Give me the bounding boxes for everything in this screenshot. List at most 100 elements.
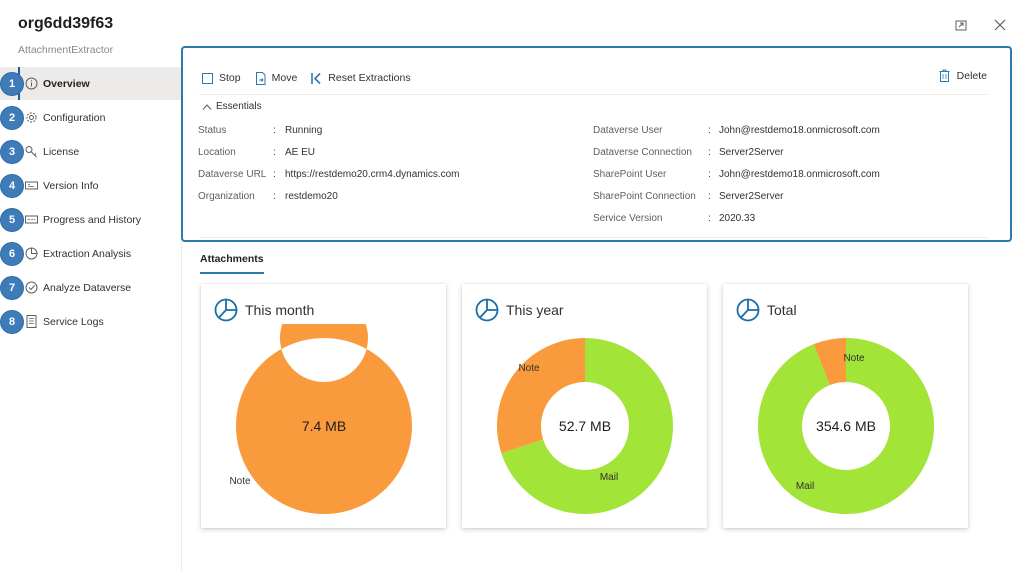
dataverse-url-link[interactable]: https://restdemo20.crm4.dynamics.com bbox=[285, 169, 460, 180]
property-key: Service Version bbox=[593, 213, 663, 224]
sidebar-item-configuration[interactable]: 2 Configuration bbox=[0, 101, 181, 134]
step-badge: 4 bbox=[1, 174, 23, 197]
stop-button[interactable]: Stop bbox=[201, 72, 241, 85]
version-icon bbox=[25, 179, 38, 192]
property-value: AE EU bbox=[285, 147, 316, 158]
page-subtitle: AttachmentExtractor bbox=[18, 44, 114, 56]
step-badge: 1 bbox=[1, 72, 23, 95]
property-value: Server2Server bbox=[719, 191, 784, 202]
property-colon: : bbox=[273, 169, 276, 180]
sidebar-item-label: Configuration bbox=[43, 111, 106, 124]
step-badge: 5 bbox=[1, 208, 23, 231]
gear-icon bbox=[25, 111, 38, 124]
toolbar: Stop Move Reset Extractions bbox=[201, 69, 424, 87]
delete-label: Delete bbox=[956, 69, 987, 82]
property-value: Server2Server bbox=[719, 147, 784, 158]
property-key: Organization bbox=[198, 191, 255, 202]
donut-slice-mail[interactable] bbox=[501, 338, 673, 514]
step-badge: 2 bbox=[1, 106, 23, 129]
chevron-up-icon bbox=[202, 103, 212, 110]
step-badge: 7 bbox=[1, 276, 23, 299]
trash-icon bbox=[939, 69, 950, 82]
essentials-label: Essentials bbox=[216, 101, 262, 112]
page-title: org6dd39f63 bbox=[18, 15, 114, 32]
sidebar-item-label: Version Info bbox=[43, 179, 99, 192]
pie-chart-icon bbox=[25, 247, 38, 260]
close-icon bbox=[994, 19, 1006, 31]
sidebar-item-overview[interactable]: 1 Overview bbox=[0, 67, 181, 100]
property-colon: : bbox=[708, 169, 711, 180]
slice-label: Mail bbox=[600, 472, 618, 483]
info-icon bbox=[25, 77, 38, 90]
slice-label: Note bbox=[518, 363, 540, 374]
sidebar-item-progress-history[interactable]: 5 Progress and History bbox=[0, 203, 181, 236]
donut-chart: Note Mail 52.7 MB bbox=[497, 338, 673, 514]
close-button[interactable] bbox=[992, 17, 1008, 33]
reset-icon bbox=[311, 72, 321, 84]
property-colon: : bbox=[273, 125, 276, 136]
property-key: Dataverse URL bbox=[198, 169, 267, 180]
history-icon bbox=[25, 213, 38, 226]
stop-label: Stop bbox=[219, 72, 241, 84]
donut-slice-note[interactable] bbox=[497, 338, 585, 454]
card-title: This year bbox=[506, 302, 564, 318]
slice-label: Note bbox=[843, 353, 865, 364]
property-value: John@restdemo18.onmicrosoft.com bbox=[719, 125, 880, 136]
sidebar-item-label: Analyze Dataverse bbox=[43, 281, 132, 294]
sidebar-item-license[interactable]: 3 License bbox=[0, 135, 181, 168]
donut-chart: Note 7.4 MB bbox=[229, 324, 412, 514]
move-label: Move bbox=[271, 72, 298, 84]
chart-card-total: Total Note Mail 354.6 MB bbox=[723, 284, 968, 528]
chart-card-this-month: This month Note 7.4 MB bbox=[201, 284, 446, 528]
property-key: SharePoint User bbox=[593, 169, 667, 180]
step-badge: 3 bbox=[1, 140, 23, 163]
toolbar-divider bbox=[199, 94, 988, 95]
property-colon: : bbox=[273, 191, 276, 202]
donut-center-value: 7.4 MB bbox=[302, 418, 346, 434]
restore-icon bbox=[955, 20, 967, 31]
property-value: restdemo20 bbox=[285, 191, 338, 202]
property-colon: : bbox=[708, 147, 711, 158]
stop-icon bbox=[202, 72, 213, 84]
property-value: John@restdemo18.onmicrosoft.com bbox=[719, 169, 880, 180]
donut-slice-note[interactable] bbox=[813, 338, 846, 386]
step-badge: 8 bbox=[1, 310, 23, 333]
restore-window-button[interactable] bbox=[953, 17, 969, 33]
donut-center-value: 354.6 MB bbox=[816, 418, 876, 434]
sidebar-item-extraction-analysis[interactable]: 6 Extraction Analysis bbox=[0, 237, 181, 270]
donut-chart: Note Mail 354.6 MB bbox=[758, 338, 934, 514]
property-key: Dataverse Connection bbox=[593, 147, 692, 158]
move-icon bbox=[255, 71, 266, 85]
card-title: Total bbox=[767, 302, 797, 318]
sidebar-item-label: Progress and History bbox=[43, 213, 142, 226]
reset-label: Reset Extractions bbox=[328, 72, 411, 84]
log-icon bbox=[25, 315, 38, 328]
donut-slice-note[interactable] bbox=[236, 324, 412, 514]
sidebar-item-version-info[interactable]: 4 Version Info bbox=[0, 169, 181, 202]
property-value: 2020.33 bbox=[719, 213, 756, 224]
donut-slice-mail[interactable] bbox=[758, 338, 934, 514]
sidebar-item-service-logs[interactable]: 8 Service Logs bbox=[0, 305, 181, 338]
delete-button[interactable]: Delete bbox=[938, 69, 987, 82]
slice-label: Note bbox=[229, 476, 251, 487]
sidebar-item-analyze-dataverse[interactable]: 7 Analyze Dataverse bbox=[0, 271, 181, 304]
essentials-divider bbox=[199, 237, 988, 238]
move-button[interactable]: Move bbox=[254, 71, 298, 85]
tab-active-indicator bbox=[200, 272, 264, 274]
property-colon: : bbox=[708, 191, 711, 202]
property-colon: : bbox=[708, 213, 711, 224]
property-colon: : bbox=[273, 147, 276, 158]
essentials-toggle[interactable]: Essentials bbox=[202, 101, 262, 112]
step-badge: 6 bbox=[1, 242, 23, 265]
reset-extractions-button[interactable]: Reset Extractions bbox=[310, 72, 411, 85]
property-value: Running bbox=[285, 125, 323, 136]
analyze-icon bbox=[25, 281, 38, 294]
donut-center-value: 52.7 MB bbox=[559, 418, 611, 434]
property-key: Location bbox=[198, 147, 236, 158]
tab-attachments[interactable]: Attachments bbox=[200, 253, 264, 265]
slice-label: Mail bbox=[796, 481, 814, 492]
sidebar-item-label: Overview bbox=[43, 77, 90, 90]
key-icon bbox=[25, 145, 38, 158]
property-key: Dataverse User bbox=[593, 125, 663, 136]
sidebar-item-label: License bbox=[43, 145, 80, 158]
